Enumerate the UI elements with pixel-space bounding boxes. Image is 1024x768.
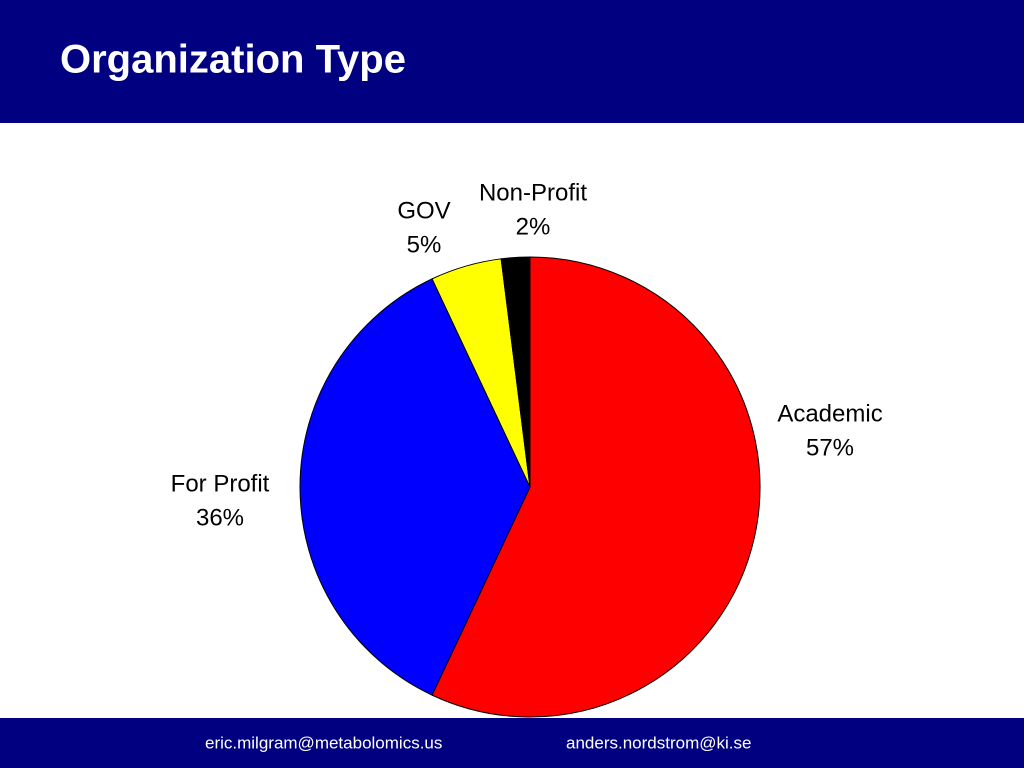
pie-slice: [500, 256, 531, 488]
footer-band: [0, 718, 1024, 768]
footer-email: anders.nordstrom@ki.se: [566, 733, 751, 752]
footer-email: eric.milgram@metabolomics.us: [205, 733, 442, 752]
slide-title: Organization Type: [60, 38, 406, 82]
header-band: [0, 0, 1024, 123]
slice-value-label: 5%: [407, 231, 442, 258]
pie-slice: [431, 256, 761, 718]
pie-slice: [299, 278, 531, 696]
slice-category-label: GOV: [397, 197, 450, 224]
slice-category-label: Non-Profit: [479, 179, 587, 206]
slice-category-label: Academic: [777, 400, 882, 427]
slice-value-label: 57%: [806, 434, 854, 461]
slice-category-label: For Profit: [171, 470, 270, 497]
slice-value-label: 36%: [196, 504, 244, 531]
slice-value-label: 2%: [516, 213, 551, 240]
